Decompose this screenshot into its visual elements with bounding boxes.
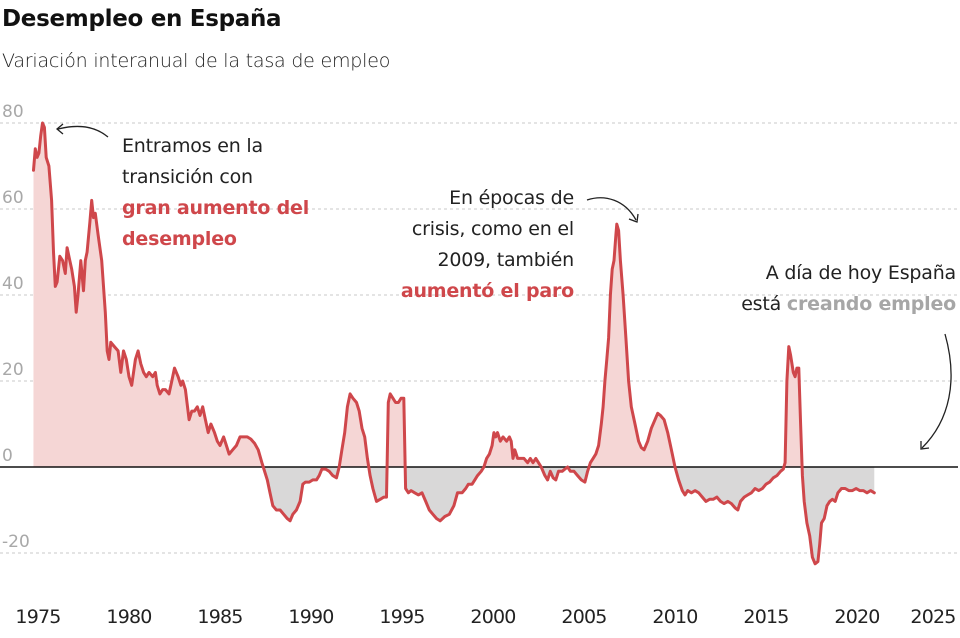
y-axis-ticks: 80 60 40 20 0 -20: [2, 102, 30, 552]
annotation-line: crisis, como en el: [411, 218, 574, 240]
negative-area: [33, 467, 875, 564]
y-tick-label: 20: [2, 360, 24, 380]
x-tick-label: 1990: [288, 606, 333, 628]
x-tick-label: 2020: [834, 606, 879, 628]
line-layer: [32, 121, 876, 566]
annotation-line: 2009, también: [437, 249, 574, 271]
arrow-2-icon: [586, 197, 637, 221]
arrow-3-head-icon: [920, 441, 930, 450]
annotation-arrows: [55, 123, 952, 450]
annotation-line: está creando empleo: [700, 289, 956, 320]
x-tick-label: 1985: [197, 606, 242, 628]
x-tick-label: 2000: [470, 606, 515, 628]
arrow-2-head-icon: [628, 213, 639, 223]
arrow-1-icon: [57, 125, 109, 138]
x-tick-label: 1995: [379, 606, 424, 628]
x-tick-label: 2005: [561, 606, 606, 628]
annotation-highlight: desempleo: [122, 228, 237, 250]
chart-title: Desempleo en España: [2, 6, 282, 32]
x-tick-label: 1975: [15, 606, 60, 628]
y-tick-label: 0: [2, 446, 13, 466]
x-tick-label: 2015: [743, 606, 788, 628]
x-tick-label: 2010: [652, 606, 697, 628]
arrow-3-icon: [921, 333, 952, 449]
annotation-highlight: aumentó el paro: [400, 280, 574, 302]
y-tick-label: 80: [2, 102, 24, 122]
annotation-line: transición con: [122, 166, 253, 188]
annotation-line: Entramos en la: [122, 135, 263, 157]
y-tick-label: 60: [2, 188, 24, 208]
positive-area: [33, 123, 875, 467]
annotation-transition: Entramos en la transición con gran aumen…: [122, 131, 309, 255]
arrow-1-head-icon: [55, 123, 64, 135]
annotation-line: En épocas de: [449, 187, 574, 209]
x-tick-label: 1980: [106, 606, 151, 628]
chart-subtitle: Variación interanual de la tasa de emple…: [2, 50, 391, 72]
annotation-highlight: gran aumento del: [122, 197, 310, 219]
area-layer: [33, 123, 875, 564]
x-tick-label: 2025: [910, 606, 955, 628]
y-tick-label: 40: [2, 274, 24, 294]
series-line: [32, 121, 876, 566]
x-axis-ticks: 1975 1980 1985 1990 1995 2000 2005 2010 2015 2020…: [15, 606, 956, 628]
y-tick-label: -20: [2, 532, 30, 552]
annotation-line: A día de hoy España: [765, 262, 956, 284]
annotation-today: A día de hoy España está creando empleo: [700, 258, 956, 320]
annotation-crisis: En épocas de crisis, como en el 2009, ta…: [372, 183, 574, 307]
annotation-highlight: creando empleo: [786, 293, 956, 315]
annotation-prefix: está: [741, 293, 787, 315]
